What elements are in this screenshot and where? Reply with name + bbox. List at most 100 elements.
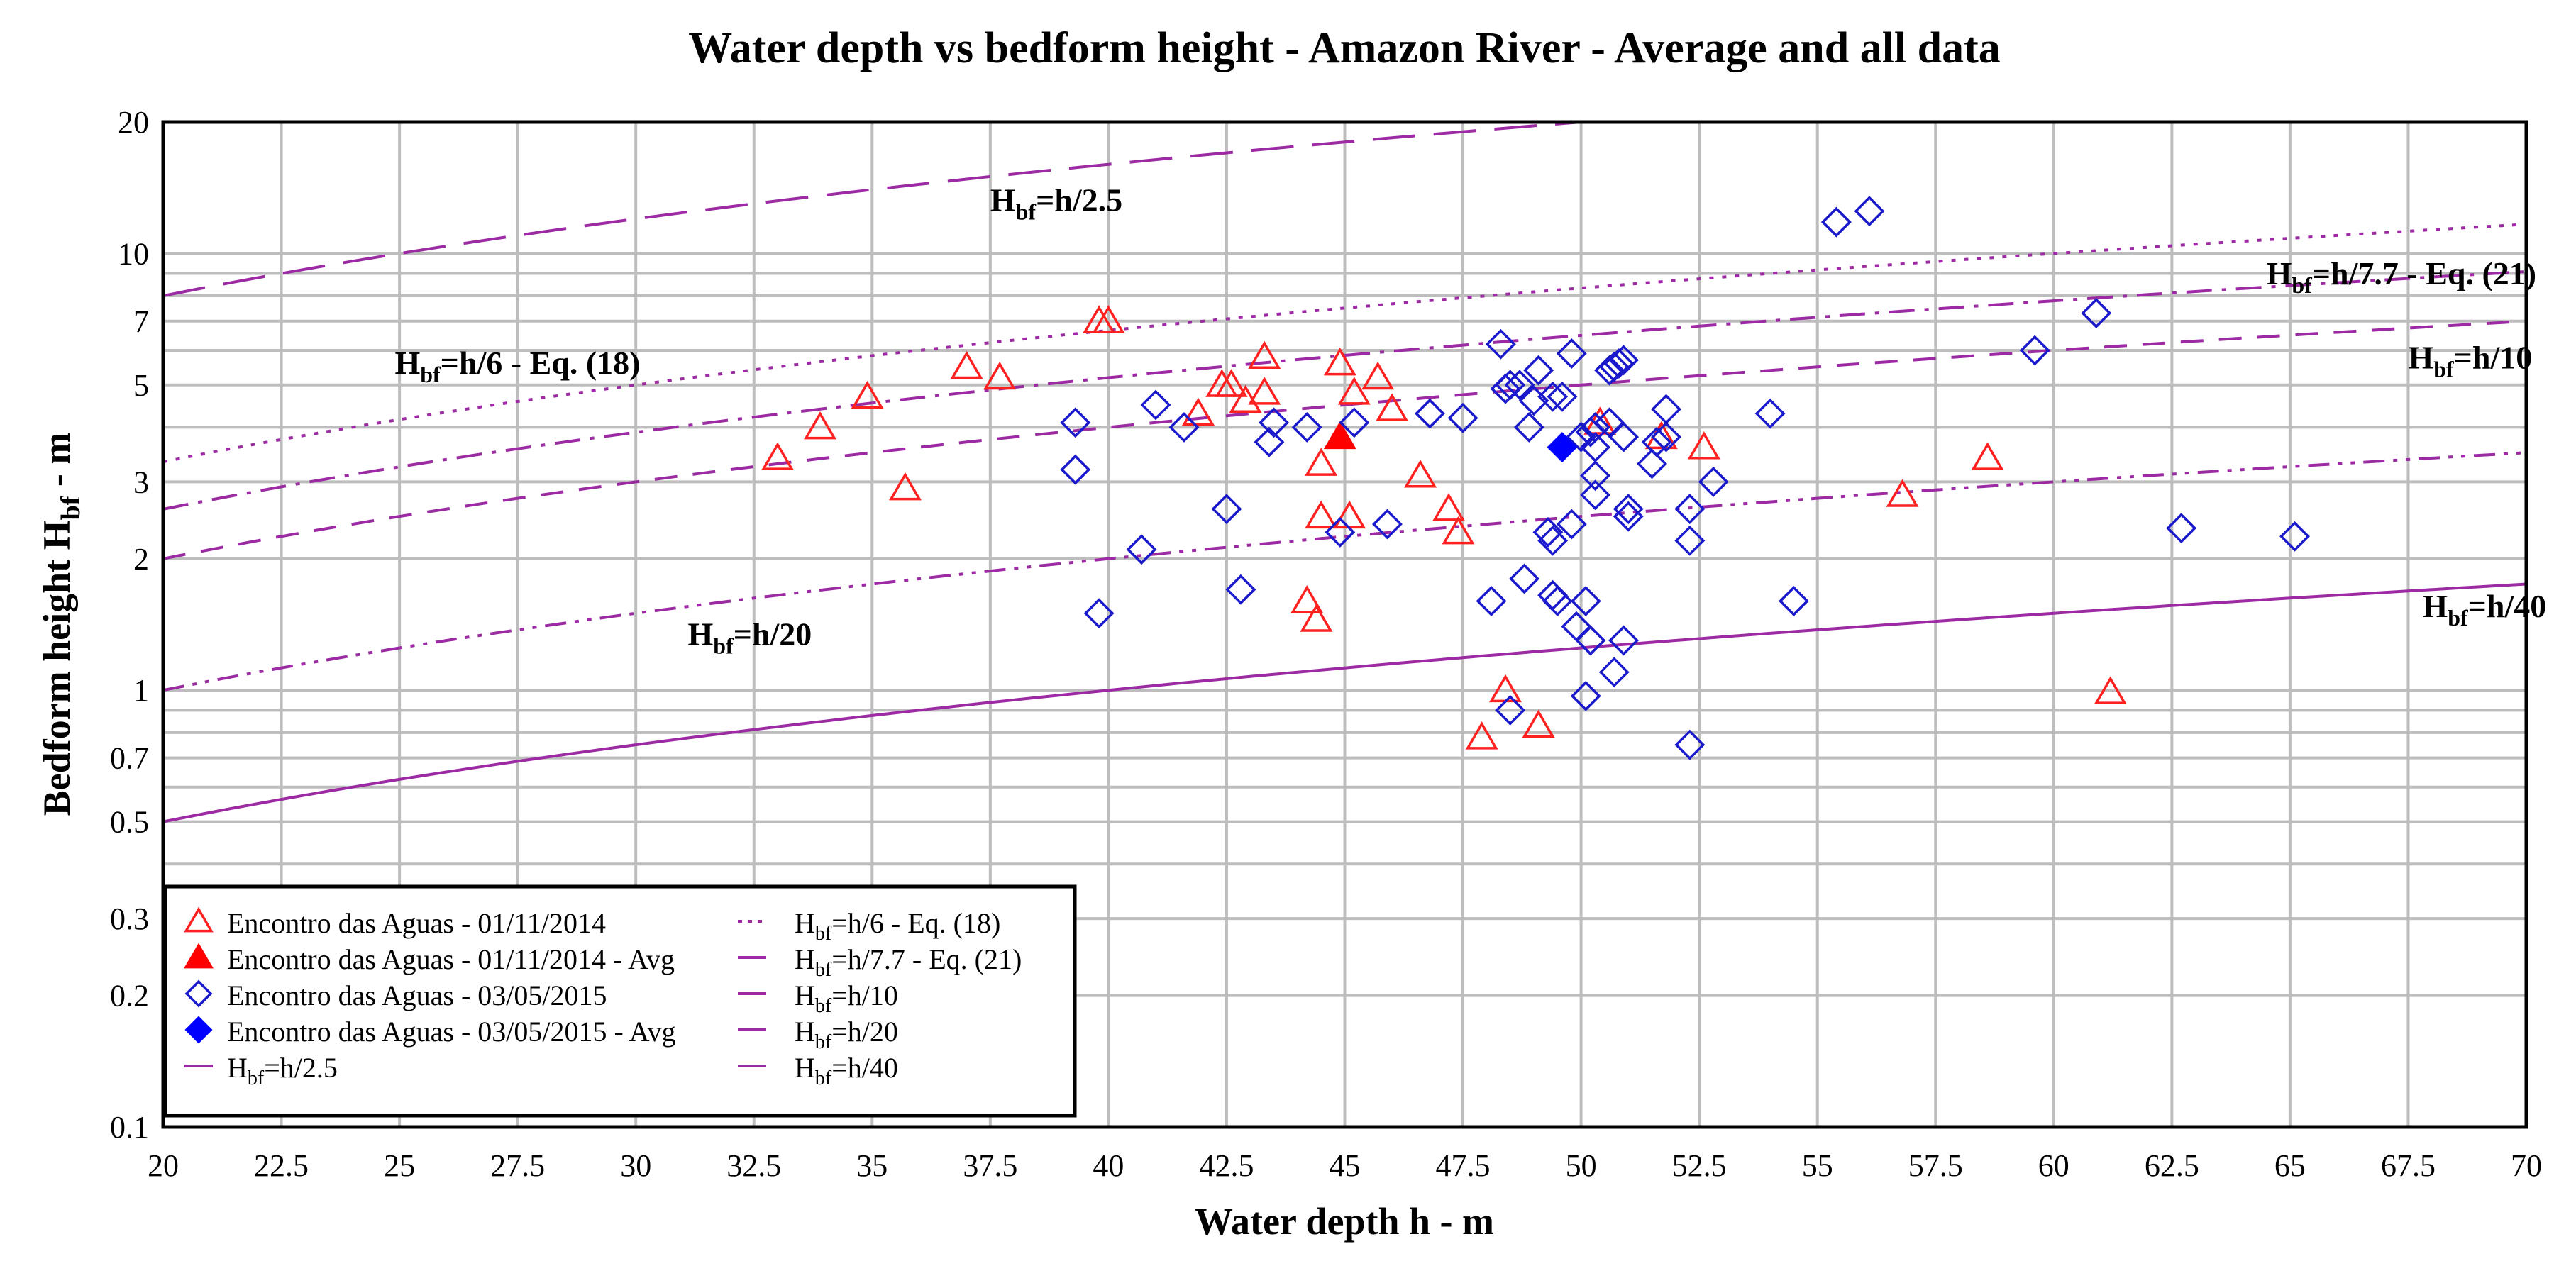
legend-label-tail: =h/2.5 [264, 1052, 338, 1084]
x-tick-label: 22.5 [254, 1148, 309, 1183]
reference-line-h-7-7 [163, 270, 2526, 511]
legend-marker [184, 1016, 213, 1044]
diamond-point [2019, 335, 2050, 366]
x-tick-label: 35 [856, 1148, 888, 1183]
diamond-point [1580, 460, 1611, 492]
diamond-point [1575, 625, 1606, 656]
reference-line-h-6 [163, 223, 2526, 464]
diamond-point [1598, 657, 1630, 688]
triangle-point [851, 380, 884, 409]
diamond-point [1513, 411, 1544, 443]
y-axis-label: Bedform height Hbf - m [35, 433, 86, 816]
triangle-point [1376, 393, 1409, 421]
y-tick-label: 0.7 [110, 741, 149, 776]
diamond-point [1641, 426, 1672, 457]
reference-line-h-10 [163, 319, 2526, 560]
legend-box [163, 884, 1077, 1118]
triangle-point [1181, 397, 1215, 426]
x-tick-label: 20 [148, 1148, 179, 1183]
diamond-point [1570, 586, 1601, 616]
legend-label-tail: =h/10 [831, 979, 898, 1011]
triangle-point [1442, 516, 1475, 545]
x-axis-ticks: 20 22.5 25 27.5 30 32.5 35 37.5 40 42.5 45 47.5 50 52… [148, 1148, 2542, 1183]
diamond-point [1371, 509, 1403, 540]
x-tick-label: 62.5 [2145, 1148, 2199, 1183]
diamond-point [1580, 411, 1611, 443]
legend-marker [184, 979, 213, 1008]
triangle-point [1522, 709, 1555, 738]
diamond-point [2166, 513, 2197, 544]
diamond-point [1674, 525, 1706, 556]
diamond-point [1447, 402, 1478, 433]
line-label-tail: =h/40 [2468, 588, 2547, 624]
triangle-point [1290, 585, 1324, 613]
diamond-point [1532, 516, 1564, 548]
diamond-point [1608, 625, 1640, 656]
average-diamond-point [1547, 432, 1578, 463]
legend-label-main: H [795, 907, 815, 939]
legend-label-sub: bf [815, 1031, 832, 1053]
line-label-sub: bf [420, 362, 441, 387]
legend-label: Hbf=h/6 - Eq. (18) [795, 907, 1000, 945]
legend-label: Hbf=h/2.5 [227, 1052, 338, 1089]
x-tick-label: 50 [1566, 1148, 1597, 1183]
diamond-point [1509, 563, 1540, 594]
diamond-point [1083, 598, 1115, 629]
diamond-point [1608, 345, 1640, 376]
legend-label-tail: =h/40 [831, 1052, 898, 1084]
legend-label-main: H [795, 943, 815, 975]
diamond-point [1754, 398, 1786, 429]
reference-line-h-40 [163, 582, 2526, 823]
line-label-tail: =h/7.7 - Eq. (21) [2312, 255, 2536, 291]
x-tick-label: 47.5 [1436, 1148, 1491, 1183]
legend-label: Hbf=h/20 [795, 1016, 898, 1053]
average-triangle-point [1323, 421, 1356, 450]
diamond-point [1060, 407, 1091, 438]
y-tick-label: 1 [133, 673, 149, 708]
line-label-sub: bf [2292, 272, 2312, 298]
triangle-point [1305, 500, 1338, 529]
line-label-h-7-7: Hbf=h/7.7 - Eq. (21) [2267, 255, 2537, 298]
legend-marker [184, 943, 214, 969]
line-label-main: H [2267, 255, 2292, 291]
line-label-tail: =h/6 - Eq. (18) [441, 345, 641, 381]
legend-label-sub: bf [815, 923, 832, 945]
diamond-point [1674, 494, 1706, 525]
x-tick-label: 67.5 [2381, 1148, 2436, 1183]
diamond-point [1254, 426, 1285, 457]
diamond-point [1485, 328, 1516, 360]
y-tick-label: 0.3 [110, 901, 149, 936]
diamond-point [1613, 501, 1644, 532]
y-tick-label: 7 [133, 304, 149, 339]
line-label-main: H [990, 182, 1016, 218]
diamond-point [1225, 574, 1256, 605]
triangle-point [888, 472, 922, 501]
legend-label: Encontro das Aguas - 03/05/2015 - Avg [227, 1016, 676, 1048]
legend-label: Hbf=h/40 [795, 1052, 898, 1089]
line-label-tail: =h/2.5 [1036, 182, 1122, 218]
reference-line-h-20 [163, 451, 2526, 692]
triangle-point [1687, 431, 1720, 460]
triangle-point [1337, 377, 1371, 405]
x-tick-label: 60 [2038, 1148, 2069, 1183]
diamond-point [2279, 521, 2311, 552]
line-label-main: H [687, 616, 713, 652]
reference-line-h-2-5 [163, 122, 1599, 298]
line-label-sub: bf [2448, 605, 2468, 631]
x-tick-label: 32.5 [726, 1148, 781, 1183]
diamond-point [1556, 338, 1587, 369]
x-tick-label: 70 [2511, 1148, 2542, 1183]
diamond-point [1504, 370, 1535, 401]
y-axis-label-tail: - m [35, 433, 78, 496]
diamond-point [1613, 494, 1644, 525]
diamond-point [1570, 680, 1601, 711]
x-tick-label: 25 [384, 1148, 415, 1183]
triangle-point [1248, 377, 1281, 405]
line-label-h-6: Hbf=h/6 - Eq. (18) [394, 345, 640, 387]
diamond-point [1291, 411, 1322, 443]
legend-label-main: H [795, 1016, 815, 1048]
legend-label: Hbf=h/7.7 - Eq. (21) [795, 943, 1022, 981]
y-axis-ticks: 0.1 0.2 0.3 0.5 0.7 1 2 3 5 7 10 20 [110, 105, 149, 1145]
diamond-point [1537, 525, 1569, 556]
